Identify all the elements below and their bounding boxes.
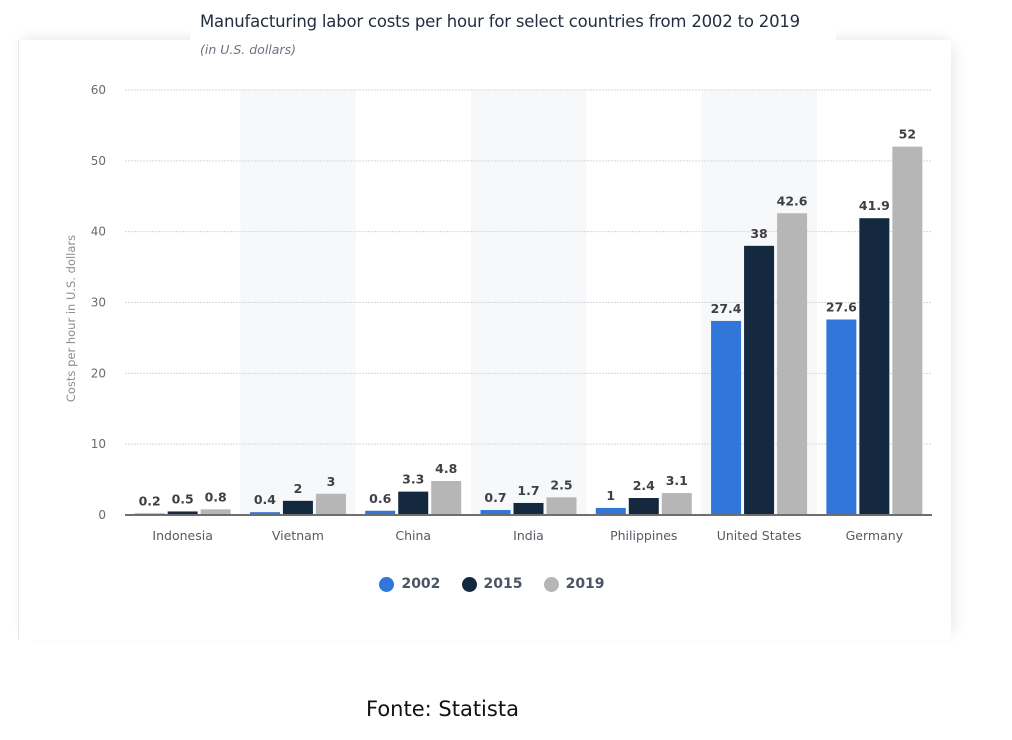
y-tick-label: 50 <box>91 154 106 168</box>
bar-2019-united-states <box>777 213 808 515</box>
x-tick-label: Indonesia <box>152 528 212 543</box>
bar-2015-india <box>513 502 544 515</box>
data-label: 2.4 <box>633 478 655 493</box>
bar-2015-china <box>398 491 429 515</box>
data-label: 38 <box>750 226 767 241</box>
y-axis-title: Costs per hour in U.S. dollars <box>64 235 78 402</box>
data-label: 3 <box>327 474 336 489</box>
data-label: 0.6 <box>369 491 391 506</box>
x-tick-label: China <box>395 528 431 543</box>
legend-dot-2002-icon <box>379 576 395 592</box>
x-tick-label: United States <box>717 528 802 543</box>
title-background <box>190 8 836 42</box>
bar-2002-china <box>365 510 396 515</box>
y-tick-label: 40 <box>91 225 106 239</box>
x-tick-label: Vietnam <box>272 528 324 543</box>
legend-item-2015[interactable]: 2015 <box>461 576 523 592</box>
data-label: 27.4 <box>711 301 742 316</box>
legend-label: 2015 <box>483 576 523 592</box>
bar-2002-vietnam <box>249 512 280 515</box>
data-label: 41.9 <box>859 198 890 213</box>
y-tick-label: 10 <box>91 437 106 451</box>
bar-2002-united-states <box>711 320 742 515</box>
chart-title: Manufacturing labor costs per hour for s… <box>200 12 800 31</box>
bar-2019-china <box>431 481 462 515</box>
bar-2002-germany <box>826 319 857 515</box>
legend-dot-2015-icon <box>461 576 477 592</box>
legend-item-2019[interactable]: 2019 <box>543 576 605 592</box>
y-tick-label: 0 <box>98 508 106 522</box>
data-label: 0.2 <box>139 494 161 509</box>
x-tick-label: Philippines <box>610 528 677 543</box>
y-tick-label: 20 <box>91 366 106 380</box>
bar-2019-philippines <box>661 493 692 515</box>
data-label: 3.1 <box>666 473 688 488</box>
legend-label: 2019 <box>565 576 605 592</box>
data-label: 0.4 <box>254 492 276 507</box>
bar-2015-vietnam <box>282 500 313 515</box>
y-tick-label: 30 <box>91 296 106 310</box>
chart-legend: 2002 2015 2019 <box>0 576 1012 596</box>
bar-2019-india <box>546 497 577 515</box>
source-caption: Fonte: Statista <box>366 697 519 721</box>
x-tick-label: Germany <box>846 528 904 543</box>
legend-item-2002[interactable]: 2002 <box>379 576 440 592</box>
data-label: 2.5 <box>550 477 572 492</box>
data-label: 0.8 <box>205 489 227 504</box>
legend-dot-2019-icon <box>543 576 559 592</box>
bar-2019-indonesia <box>200 509 231 515</box>
data-label: 0.5 <box>172 491 194 506</box>
x-tick-label: India <box>513 528 544 543</box>
data-label: 4.8 <box>435 461 457 476</box>
data-label: 1.7 <box>517 483 539 498</box>
data-label: 1 <box>606 488 615 503</box>
data-label: 0.7 <box>484 490 506 505</box>
legend-label: 2002 <box>401 576 441 592</box>
bar-2015-philippines <box>628 498 659 515</box>
data-label: 42.6 <box>777 193 808 208</box>
bar-2019-germany <box>892 146 923 515</box>
bar-2002-india <box>480 510 511 515</box>
data-label: 3.3 <box>402 472 424 487</box>
data-label: 27.6 <box>826 300 857 315</box>
chart-subtitle: (in U.S. dollars) <box>200 42 296 57</box>
bar-2019-vietnam <box>315 493 346 515</box>
data-label: 52 <box>899 127 916 142</box>
bar-2015-germany <box>859 218 890 516</box>
bar-2015-indonesia <box>167 511 198 515</box>
data-label: 2 <box>294 481 303 496</box>
bar-2002-philippines <box>595 507 626 515</box>
bar-2015-united-states <box>744 245 775 516</box>
y-tick-label: 60 <box>91 83 106 97</box>
